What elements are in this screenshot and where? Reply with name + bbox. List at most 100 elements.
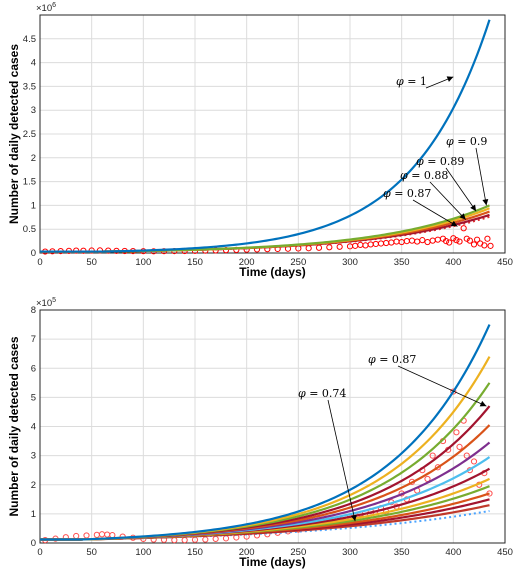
y-tick-label: 3 [31, 451, 36, 462]
y-tick-label: 6 [31, 363, 36, 374]
series-line [40, 19, 491, 253]
observed-point [222, 535, 230, 542]
observed-point [463, 452, 470, 459]
y-tick-label: 0.5 [23, 224, 36, 235]
observed-point [171, 536, 178, 544]
y-tick-label: 4.5 [23, 34, 36, 45]
y-tick-label: 8 [31, 305, 36, 316]
y-tick-label: 0 [31, 538, 36, 549]
annotation-arrow [327, 399, 356, 522]
annotation-label: φ = 0.9 [446, 135, 487, 148]
y-tick-label: 1 [31, 200, 36, 211]
x-tick-label: 200 [239, 257, 255, 268]
annotation-label: φ = 0.88 [400, 169, 448, 182]
annotation-arrow [429, 181, 467, 220]
observed-point [487, 242, 494, 249]
y-tick-label: 7 [31, 334, 36, 345]
observed-point [474, 236, 481, 243]
x-tick-label: 200 [239, 547, 255, 558]
x-axis-label: Time (days) [239, 265, 305, 279]
observed-point [212, 535, 219, 543]
annotation-label: φ = 1 [396, 75, 427, 88]
y-tick-label: 1 [31, 509, 36, 520]
observed-point [372, 240, 379, 248]
x-tick-label: 400 [445, 547, 461, 558]
y-tick-label: 5 [31, 392, 36, 403]
observed-point [414, 238, 421, 245]
observed-point [446, 239, 453, 246]
observed-point [450, 388, 457, 395]
observed-point [367, 241, 374, 248]
observed-point [352, 242, 359, 249]
observed-point [481, 242, 488, 249]
arrow-head [350, 514, 357, 522]
x-tick-label: 450 [497, 547, 513, 558]
annotation-arrow [475, 147, 487, 206]
observed-point [460, 225, 467, 232]
annotation-label: φ = 0.89 [416, 155, 464, 168]
observed-point [434, 236, 441, 243]
observed-point [450, 235, 457, 242]
y-tick-label: 0 [31, 248, 36, 259]
annotation-label: φ = 0.87 [368, 353, 416, 366]
observed-point [336, 243, 343, 250]
observed-point [456, 443, 463, 450]
observed-point [466, 237, 473, 244]
y-tick-label: 2 [31, 153, 36, 164]
annotation-label: φ = 0.87 [383, 187, 431, 200]
x-tick-label: 50 [86, 547, 97, 558]
observed-point [377, 240, 385, 247]
annotation-label: φ = 0.74 [298, 387, 346, 400]
observed-point [181, 536, 188, 544]
observed-point [93, 531, 100, 538]
y-axis-label: Number of daily detected cases [7, 336, 21, 516]
x-tick-label: 250 [290, 257, 306, 268]
observed-point [484, 235, 491, 242]
observed-point [96, 247, 104, 254]
series-line [40, 324, 491, 541]
x-tick-label: 400 [445, 257, 461, 268]
observed-point [419, 237, 426, 244]
x-tick-label: 100 [135, 257, 151, 268]
observed-point [109, 532, 116, 539]
x-axis-label: Time (days) [239, 555, 305, 569]
annotation-arrow [412, 199, 458, 227]
x-tick-label: 0 [37, 547, 42, 558]
x-tick-label: 0 [37, 257, 42, 268]
observed-point [388, 239, 395, 246]
observed-point [326, 244, 333, 251]
observed-point [83, 532, 90, 539]
x-tick-label: 350 [394, 547, 410, 558]
arrow-head [482, 198, 489, 206]
observed-point [434, 464, 441, 471]
observed-point [456, 238, 463, 245]
observed-point [424, 238, 431, 246]
x-tick-label: 50 [86, 257, 97, 268]
x-tick-label: 250 [290, 547, 306, 558]
observed-point [408, 237, 416, 244]
y-tick-label: 4 [31, 58, 36, 69]
y-tick-label: 3.5 [23, 81, 36, 92]
arrow-head [459, 213, 466, 220]
arrow-head [479, 400, 487, 407]
y-tick-label: 1.5 [23, 177, 36, 188]
y-tick-label: 4 [31, 422, 36, 433]
x-tick-label: 150 [187, 257, 203, 268]
observed-point [202, 536, 209, 543]
series-line [40, 382, 491, 541]
x-tick-label: 300 [342, 547, 358, 558]
chart-panel-2: 0 50 100 150 200 250 300 350 400 450 0 1 2 3 4 5 6 7 8×105… [7, 297, 513, 569]
observed-point [470, 458, 478, 465]
x-tick-label: 450 [497, 257, 513, 268]
observed-point [453, 429, 460, 436]
observed-point [429, 237, 436, 244]
annotation-arrow [397, 365, 487, 407]
x-tick-label: 150 [187, 547, 203, 558]
dotted-fit-line [40, 509, 490, 541]
plot-frame [39, 14, 506, 254]
observed-point [362, 242, 369, 249]
observed-point [443, 238, 450, 245]
observed-point [315, 244, 323, 251]
